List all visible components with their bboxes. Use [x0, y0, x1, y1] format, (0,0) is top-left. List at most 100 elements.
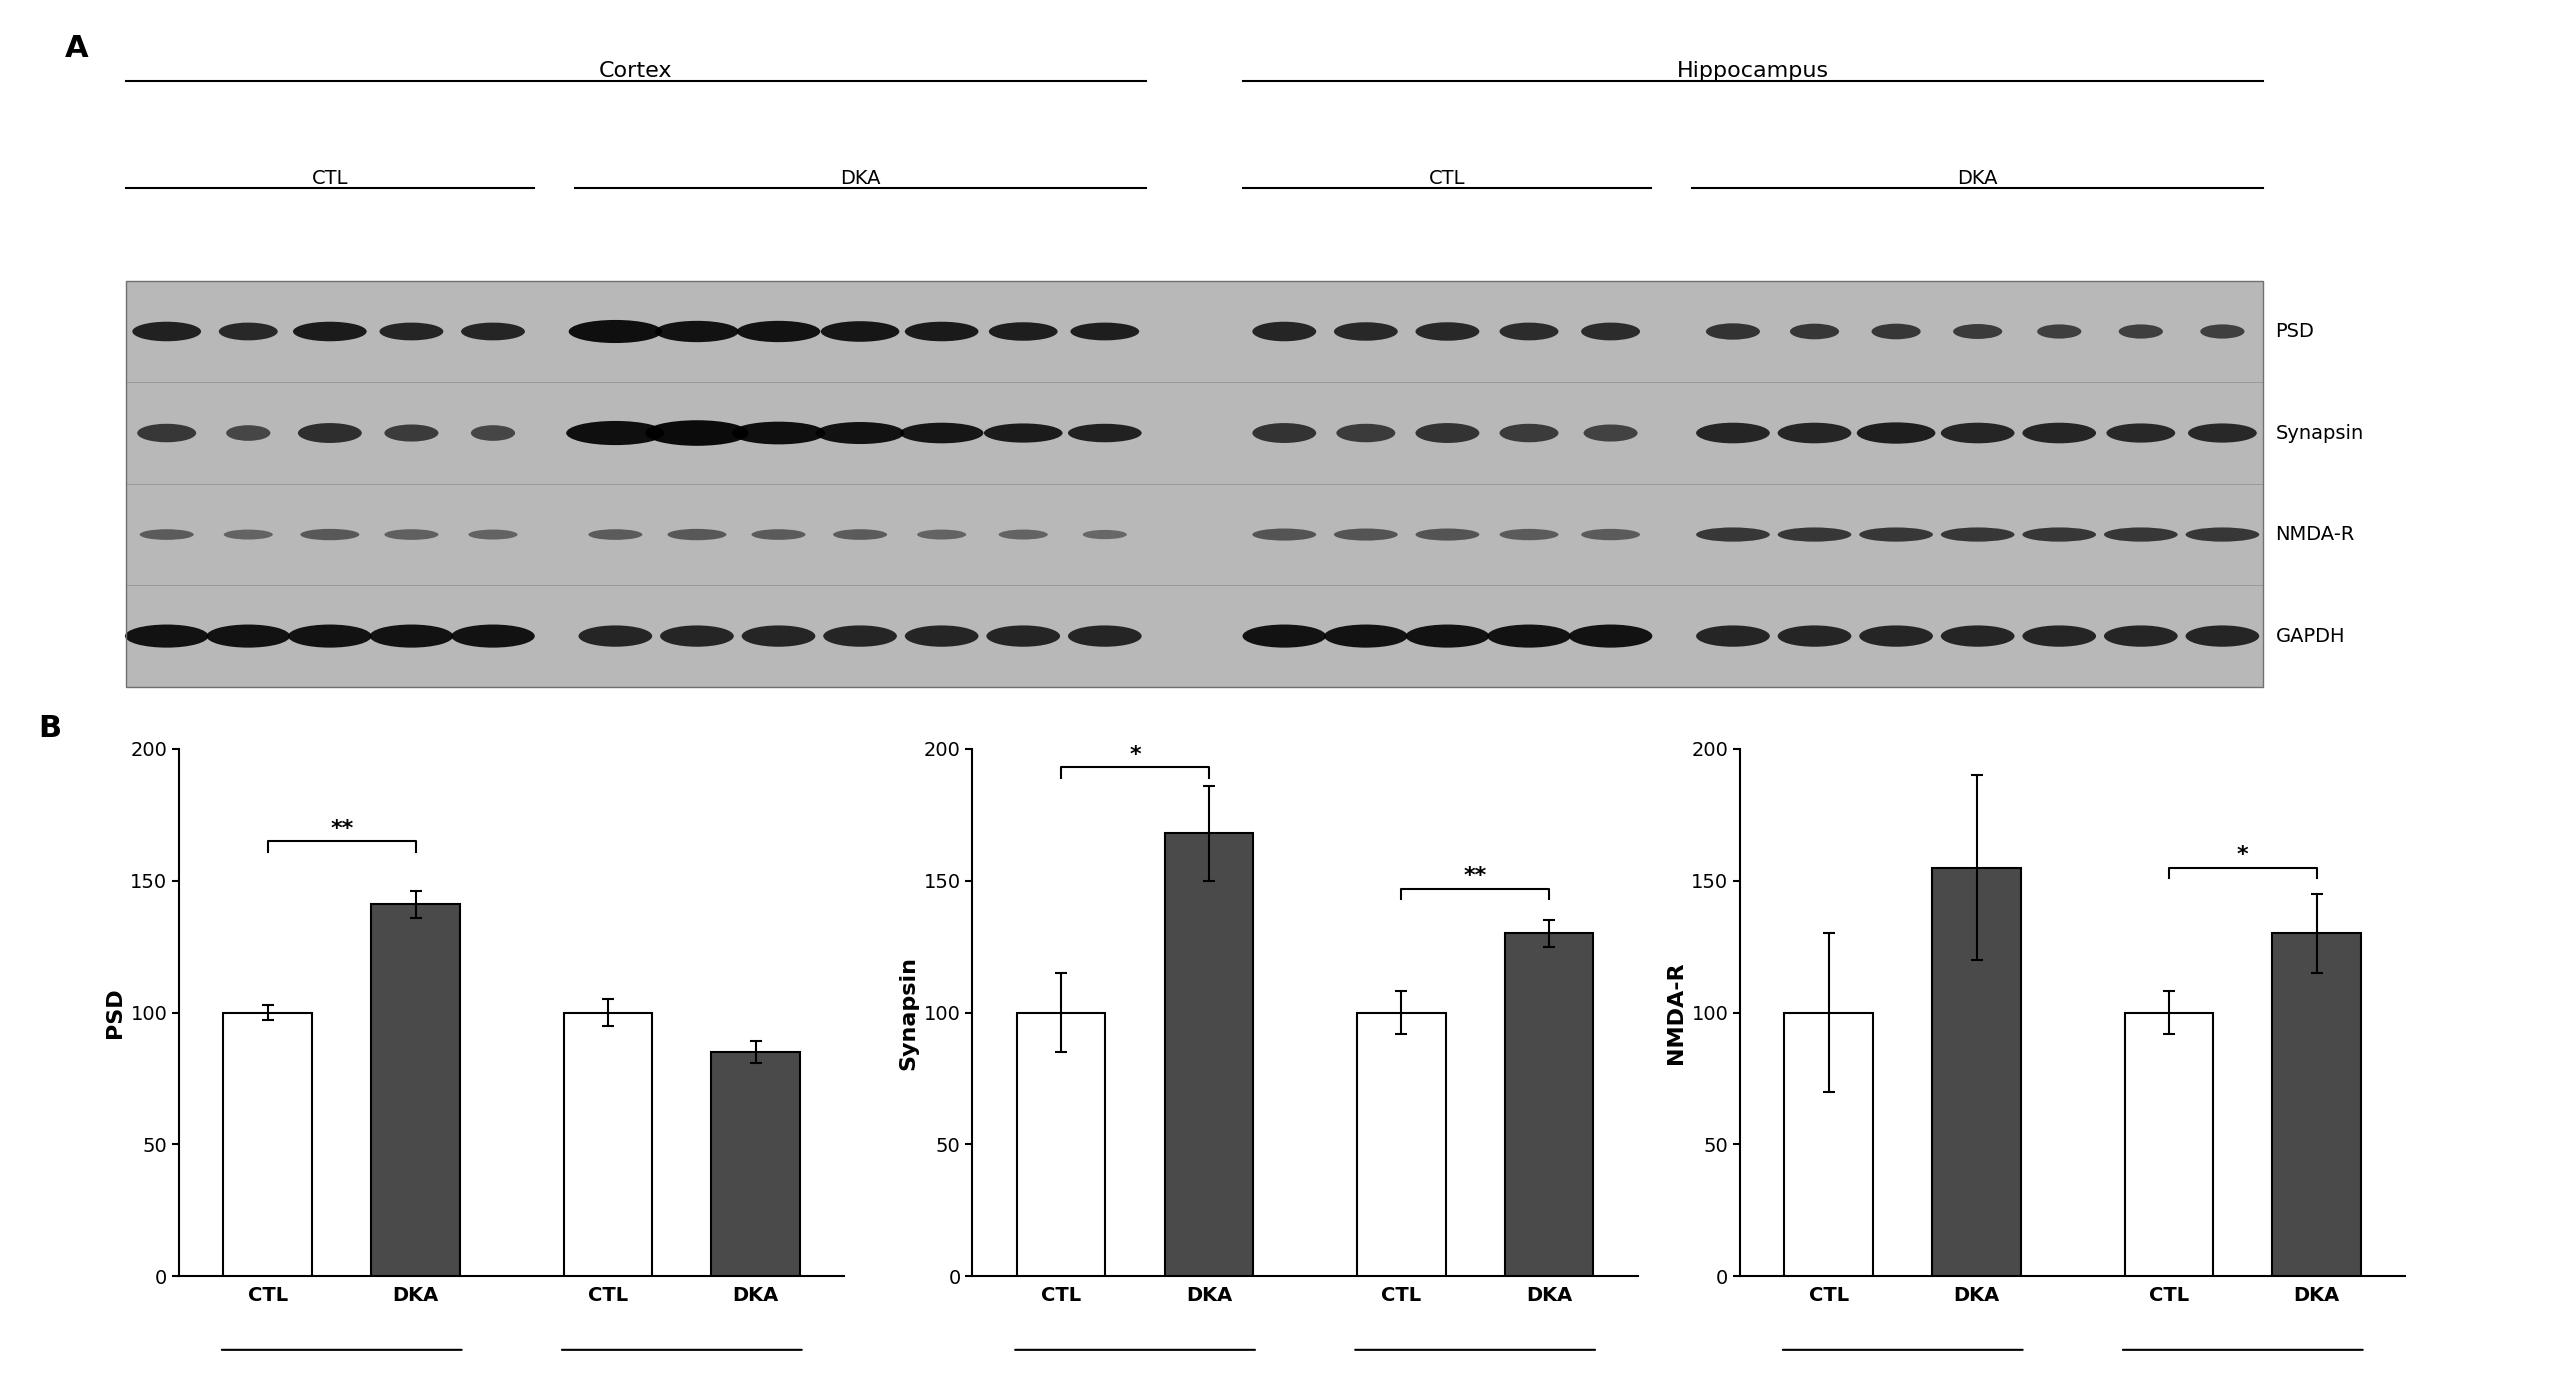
Ellipse shape	[816, 422, 903, 444]
Bar	[1164, 834, 1254, 1276]
Ellipse shape	[1779, 626, 1850, 646]
Ellipse shape	[2106, 423, 2175, 442]
Ellipse shape	[988, 322, 1057, 341]
Ellipse shape	[2037, 325, 2080, 338]
Ellipse shape	[1415, 322, 1479, 341]
Bar	[563, 1013, 653, 1276]
Ellipse shape	[589, 530, 642, 540]
Ellipse shape	[1940, 423, 2014, 444]
Ellipse shape	[901, 423, 983, 444]
Ellipse shape	[742, 626, 816, 646]
Bar	[1356, 1013, 1446, 1276]
Ellipse shape	[1415, 423, 1479, 442]
Ellipse shape	[225, 426, 271, 441]
Text: DKA: DKA	[839, 169, 880, 187]
Ellipse shape	[655, 320, 740, 343]
Ellipse shape	[2119, 325, 2162, 338]
Text: Cortex: Cortex	[599, 61, 673, 80]
Ellipse shape	[568, 320, 663, 343]
Ellipse shape	[1860, 527, 1932, 542]
Ellipse shape	[1067, 424, 1141, 442]
FancyBboxPatch shape	[125, 383, 2262, 484]
Ellipse shape	[1779, 527, 1850, 542]
Ellipse shape	[384, 424, 438, 441]
Ellipse shape	[125, 624, 207, 648]
Text: *: *	[1129, 745, 1141, 764]
Ellipse shape	[983, 423, 1062, 442]
Ellipse shape	[299, 528, 358, 540]
Ellipse shape	[1940, 626, 2014, 646]
Ellipse shape	[916, 530, 967, 540]
Ellipse shape	[1697, 626, 1771, 646]
Ellipse shape	[384, 530, 438, 540]
Ellipse shape	[292, 322, 366, 341]
FancyBboxPatch shape	[125, 484, 2262, 585]
Ellipse shape	[645, 420, 750, 445]
Text: A: A	[64, 35, 87, 64]
Ellipse shape	[566, 420, 665, 445]
Ellipse shape	[2103, 527, 2178, 542]
Ellipse shape	[1581, 323, 1640, 340]
Ellipse shape	[1487, 624, 1571, 648]
Ellipse shape	[2022, 626, 2096, 646]
Bar	[2272, 933, 2362, 1276]
Text: PSD: PSD	[2275, 322, 2313, 341]
Bar	[1016, 1013, 1105, 1276]
Ellipse shape	[289, 624, 371, 648]
Bar	[1505, 933, 1594, 1276]
Text: Synapsin: Synapsin	[2275, 423, 2365, 442]
Ellipse shape	[1082, 530, 1126, 540]
Ellipse shape	[468, 530, 517, 540]
Ellipse shape	[1860, 626, 1932, 646]
FancyBboxPatch shape	[125, 585, 2262, 687]
Text: DKA: DKA	[1958, 169, 1999, 187]
Ellipse shape	[471, 426, 514, 441]
Ellipse shape	[1333, 528, 1397, 541]
Y-axis label: Synapsin: Synapsin	[898, 956, 919, 1069]
Ellipse shape	[732, 422, 824, 444]
Ellipse shape	[1581, 528, 1640, 540]
Ellipse shape	[133, 322, 202, 341]
Ellipse shape	[1070, 323, 1139, 340]
Text: *: *	[2237, 845, 2249, 865]
Text: **: **	[330, 818, 353, 839]
Ellipse shape	[2201, 325, 2244, 338]
Ellipse shape	[450, 624, 535, 648]
Ellipse shape	[998, 530, 1047, 540]
Ellipse shape	[985, 626, 1059, 646]
Ellipse shape	[1940, 527, 2014, 542]
Ellipse shape	[1500, 528, 1558, 540]
Ellipse shape	[1789, 323, 1840, 340]
Ellipse shape	[737, 320, 821, 343]
Ellipse shape	[2185, 527, 2260, 542]
Bar	[2124, 1013, 2214, 1276]
Ellipse shape	[218, 323, 279, 340]
Ellipse shape	[660, 626, 734, 646]
Ellipse shape	[752, 530, 806, 540]
Ellipse shape	[2103, 626, 2178, 646]
Ellipse shape	[1500, 424, 1558, 442]
Ellipse shape	[141, 530, 194, 540]
Ellipse shape	[906, 626, 978, 646]
Ellipse shape	[1336, 424, 1395, 442]
Ellipse shape	[1953, 325, 2001, 338]
Ellipse shape	[1251, 322, 1315, 341]
Bar	[1784, 1013, 1873, 1276]
Ellipse shape	[1415, 528, 1479, 541]
Ellipse shape	[821, 322, 898, 341]
Ellipse shape	[207, 624, 289, 648]
Ellipse shape	[1707, 323, 1761, 340]
Ellipse shape	[1871, 323, 1922, 340]
Text: CTL: CTL	[1428, 169, 1466, 187]
Text: CTL: CTL	[312, 169, 348, 187]
Ellipse shape	[1244, 624, 1326, 648]
Text: **: **	[1464, 865, 1487, 886]
Ellipse shape	[1405, 624, 1489, 648]
Ellipse shape	[1251, 528, 1315, 541]
Ellipse shape	[2185, 626, 2260, 646]
Ellipse shape	[906, 322, 978, 341]
Bar	[223, 1013, 312, 1276]
Ellipse shape	[824, 626, 898, 646]
Ellipse shape	[1067, 626, 1141, 646]
Ellipse shape	[223, 530, 274, 540]
